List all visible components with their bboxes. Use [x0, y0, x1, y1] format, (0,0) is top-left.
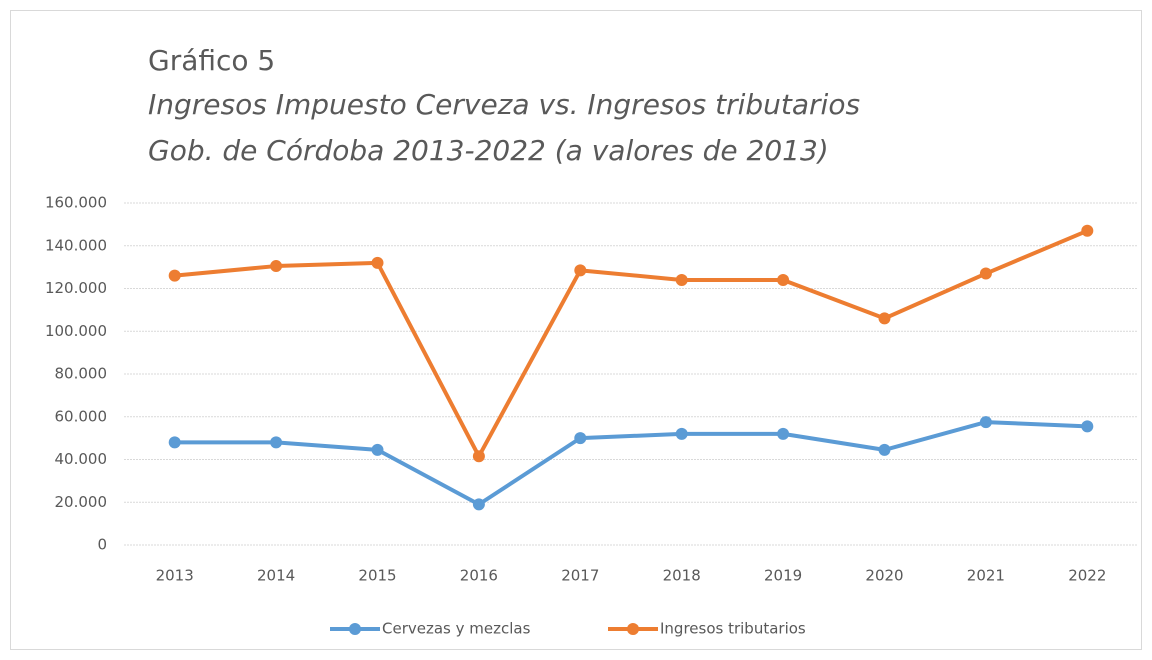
data-point	[777, 273, 790, 286]
series-line	[174, 420, 1088, 507]
data-point	[675, 427, 688, 440]
x-tick-label: 2014	[257, 567, 295, 585]
chart-subtitle: Gob. de Córdoba 2013-2022 (a valores de …	[148, 134, 829, 167]
data-point	[270, 436, 283, 449]
y-tick-label: 0	[97, 536, 107, 554]
data-point	[675, 273, 688, 286]
data-point	[270, 260, 283, 273]
x-tick-label: 2018	[663, 567, 701, 585]
data-point	[878, 312, 891, 325]
data-point	[168, 269, 181, 282]
data-point	[777, 427, 790, 440]
legend-label: Cervezas y mezclas	[382, 620, 531, 638]
data-point	[371, 443, 384, 456]
x-tick-label: 2016	[460, 567, 498, 585]
data-point	[371, 256, 384, 269]
y-tick-label: 80.000	[55, 365, 108, 383]
data-point	[1081, 420, 1094, 433]
y-tick-label: 140.000	[45, 236, 107, 254]
data-point	[574, 432, 587, 445]
x-tick-label: 2021	[967, 567, 1005, 585]
x-tick-label: 2015	[358, 567, 396, 585]
x-tick-label: 2019	[764, 567, 802, 585]
y-tick-label: 120.000	[45, 279, 107, 297]
y-tick-label: 20.000	[55, 493, 108, 511]
data-point	[878, 443, 891, 456]
chart-border	[10, 10, 1142, 650]
data-point	[168, 436, 181, 449]
chart-subtitle: Ingresos Impuesto Cerveza vs. Ingresos t…	[148, 88, 860, 121]
data-point	[1081, 224, 1094, 237]
y-tick-label: 100.000	[45, 322, 107, 340]
legend-marker	[627, 623, 639, 635]
data-point	[472, 450, 485, 463]
legend-label: Ingresos tributarios	[660, 620, 806, 638]
series-line	[174, 228, 1089, 459]
data-point	[979, 416, 992, 429]
y-tick-label: 160.000	[45, 194, 107, 212]
x-tick-label: 2013	[156, 567, 194, 585]
x-tick-label: 2022	[1068, 567, 1106, 585]
y-tick-label: 40.000	[55, 450, 108, 468]
x-tick-label: 2020	[865, 567, 903, 585]
x-tick-label: 2017	[561, 567, 599, 585]
y-tick-label: 60.000	[55, 407, 108, 425]
chart-title: Gráfico 5	[148, 44, 275, 77]
data-point	[979, 267, 992, 280]
data-point	[574, 264, 587, 277]
legend-marker	[349, 623, 361, 635]
data-point	[472, 498, 485, 511]
